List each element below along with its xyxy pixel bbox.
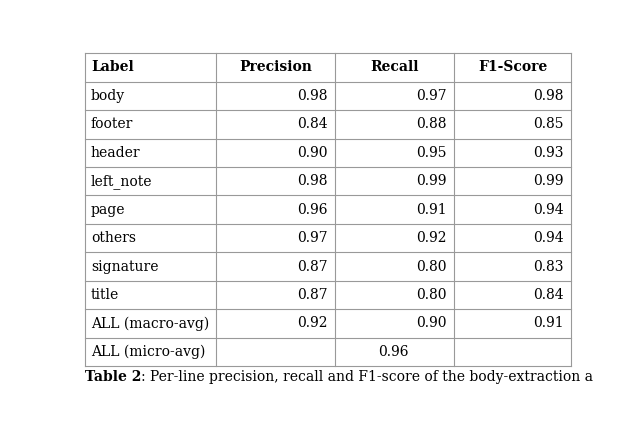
Text: left_note: left_note: [91, 174, 152, 189]
Text: 0.92: 0.92: [298, 317, 328, 330]
Text: ALL (micro-avg): ALL (micro-avg): [91, 345, 205, 359]
Text: footer: footer: [91, 117, 133, 131]
Text: title: title: [91, 288, 119, 302]
Text: signature: signature: [91, 260, 159, 274]
Text: 0.80: 0.80: [417, 260, 447, 274]
Text: body: body: [91, 89, 125, 103]
Text: 0.90: 0.90: [417, 317, 447, 330]
Text: others: others: [91, 231, 136, 245]
Text: 0.99: 0.99: [417, 174, 447, 188]
Text: 0.84: 0.84: [297, 117, 328, 131]
Text: 0.84: 0.84: [533, 288, 564, 302]
Text: 0.91: 0.91: [533, 317, 564, 330]
Text: 0.83: 0.83: [533, 260, 564, 274]
Text: Precision: Precision: [239, 60, 312, 75]
Text: 0.96: 0.96: [298, 203, 328, 217]
Text: 0.85: 0.85: [533, 117, 564, 131]
Text: Label: Label: [91, 60, 134, 75]
Text: 0.94: 0.94: [533, 203, 564, 217]
Text: 0.97: 0.97: [297, 231, 328, 245]
Text: 0.97: 0.97: [416, 89, 447, 103]
Text: 0.98: 0.98: [298, 174, 328, 188]
Text: Table 2: Table 2: [0, 443, 1, 444]
Text: 0.92: 0.92: [417, 231, 447, 245]
Text: F1-Score: F1-Score: [478, 60, 547, 75]
Text: 0.99: 0.99: [533, 174, 564, 188]
Text: 0.87: 0.87: [297, 288, 328, 302]
Text: 0.98: 0.98: [298, 89, 328, 103]
Text: page: page: [91, 203, 125, 217]
Text: 0.88: 0.88: [417, 117, 447, 131]
Text: 0.96: 0.96: [378, 345, 409, 359]
Text: 0.94: 0.94: [533, 231, 564, 245]
Text: ALL (macro-avg): ALL (macro-avg): [91, 316, 209, 331]
Text: 0.95: 0.95: [417, 146, 447, 160]
Text: 0.93: 0.93: [533, 146, 564, 160]
Text: 0.98: 0.98: [533, 89, 564, 103]
Text: Recall: Recall: [371, 60, 419, 75]
Text: header: header: [91, 146, 141, 160]
Text: Table 2: Table 2: [85, 369, 141, 384]
Text: 0.80: 0.80: [417, 288, 447, 302]
Text: 0.91: 0.91: [416, 203, 447, 217]
Text: 0.90: 0.90: [298, 146, 328, 160]
Text: : Per-line precision, recall and F1-score of the body-extraction a: : Per-line precision, recall and F1-scor…: [141, 369, 593, 384]
Text: 0.87: 0.87: [297, 260, 328, 274]
